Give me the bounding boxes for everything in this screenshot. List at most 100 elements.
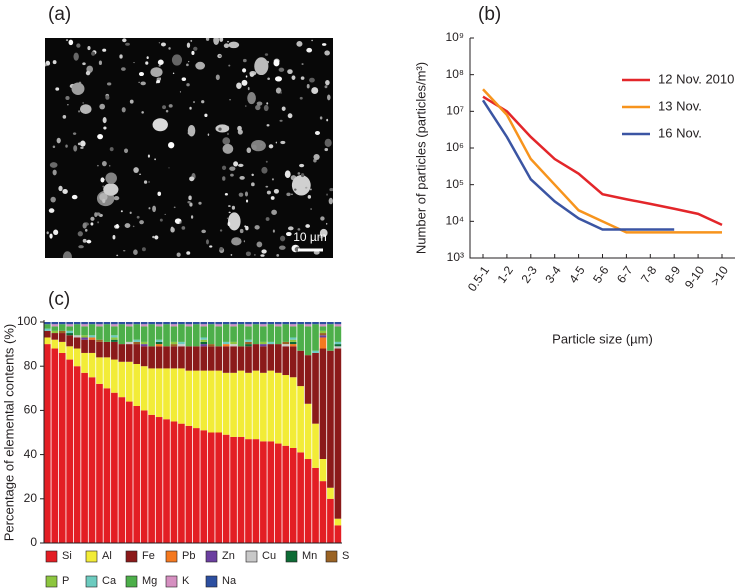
bar-segment bbox=[96, 324, 103, 327]
particle bbox=[201, 229, 206, 234]
bar-segment bbox=[319, 322, 327, 325]
bar-segment bbox=[81, 337, 88, 340]
bar-segment bbox=[289, 326, 297, 338]
bar-segment bbox=[282, 341, 290, 345]
bar-segment bbox=[148, 322, 155, 325]
particle bbox=[78, 110, 81, 113]
bar-segment bbox=[237, 436, 245, 543]
x-axis-title: Particle size (µm) bbox=[552, 331, 653, 346]
bar-segment bbox=[215, 324, 222, 327]
particle bbox=[215, 124, 230, 133]
particle bbox=[231, 237, 242, 246]
particle bbox=[46, 231, 49, 235]
bar-segment bbox=[304, 355, 312, 404]
particle bbox=[239, 175, 245, 180]
x-tick-label: 3-4 bbox=[542, 263, 564, 286]
bar-segment bbox=[96, 383, 103, 543]
bar-segment bbox=[267, 322, 275, 325]
bar-segment bbox=[111, 359, 118, 393]
bar-segment bbox=[133, 324, 141, 340]
bar-segment bbox=[289, 377, 297, 448]
bar-segment bbox=[170, 341, 178, 345]
particle bbox=[247, 86, 250, 91]
bar-segment bbox=[185, 425, 193, 543]
particle bbox=[228, 211, 231, 214]
particle bbox=[324, 50, 330, 56]
particle bbox=[133, 62, 135, 64]
bar-segment bbox=[73, 322, 81, 325]
particle bbox=[255, 104, 261, 111]
x-tick-label: 6-7 bbox=[614, 263, 636, 286]
particle bbox=[275, 141, 278, 144]
particle bbox=[195, 61, 206, 70]
bar-segment bbox=[163, 322, 170, 325]
bar-segment bbox=[207, 344, 215, 347]
particle bbox=[260, 254, 265, 257]
particle bbox=[159, 218, 163, 222]
particle bbox=[278, 67, 285, 72]
legend-label: 13 Nov. bbox=[658, 98, 702, 113]
bar-segment bbox=[44, 324, 51, 329]
bar-segment bbox=[274, 322, 282, 325]
bar-segment bbox=[155, 417, 163, 543]
bar-segment bbox=[267, 324, 275, 342]
bar-segment bbox=[334, 326, 342, 342]
bar-segment bbox=[215, 326, 222, 347]
bar-segment bbox=[312, 350, 319, 353]
particle bbox=[253, 253, 256, 256]
bar-segment bbox=[163, 368, 170, 420]
bar-segment bbox=[51, 326, 59, 331]
bar-segment bbox=[215, 432, 222, 543]
bar-segment bbox=[81, 339, 88, 353]
particle bbox=[106, 82, 112, 86]
bar-segment bbox=[66, 326, 73, 331]
particle bbox=[309, 188, 312, 191]
particle bbox=[222, 137, 231, 145]
bar-segment bbox=[73, 348, 81, 367]
bar-segment bbox=[125, 401, 133, 543]
particle bbox=[105, 95, 110, 100]
bar-segment bbox=[118, 397, 126, 543]
particle bbox=[219, 38, 224, 42]
bar-segment bbox=[96, 322, 103, 325]
particle bbox=[82, 238, 87, 243]
particle bbox=[228, 64, 231, 67]
bar-segment bbox=[260, 441, 267, 543]
bar-segment bbox=[289, 341, 297, 345]
y-tick-label: 100 bbox=[17, 314, 37, 328]
bar-segment bbox=[73, 366, 81, 543]
bar-segment bbox=[193, 322, 200, 325]
bar-segment bbox=[58, 324, 66, 331]
particle bbox=[97, 134, 104, 140]
bar-segment bbox=[200, 337, 208, 340]
particle bbox=[122, 38, 127, 43]
axis bbox=[43, 320, 342, 544]
bar-segment bbox=[304, 403, 312, 460]
x-tick-label: 5-6 bbox=[590, 263, 612, 286]
bar-segment bbox=[334, 518, 342, 526]
bar-segment bbox=[111, 341, 118, 360]
bar-segment bbox=[81, 326, 88, 336]
y-tick-label: 10⁶ bbox=[446, 140, 464, 154]
scale-bar-label: 10 µm bbox=[293, 230, 327, 244]
bar-segment bbox=[215, 346, 222, 371]
bar-segment bbox=[222, 344, 230, 347]
particle bbox=[207, 133, 210, 136]
legend-label: K bbox=[182, 575, 190, 587]
particle bbox=[187, 131, 192, 135]
particle bbox=[324, 85, 328, 89]
particle bbox=[139, 220, 144, 225]
bar-segment bbox=[88, 337, 96, 340]
particle bbox=[328, 197, 333, 205]
particle bbox=[168, 104, 173, 108]
bar-segment bbox=[207, 324, 215, 345]
particle bbox=[310, 208, 313, 210]
particle bbox=[99, 103, 106, 110]
particle bbox=[187, 124, 196, 137]
particle bbox=[319, 116, 323, 120]
bar-segment bbox=[207, 432, 215, 543]
bar-segment bbox=[312, 467, 319, 543]
bar-segment bbox=[133, 344, 141, 364]
legend-swatch bbox=[45, 575, 58, 588]
particle bbox=[146, 56, 149, 60]
